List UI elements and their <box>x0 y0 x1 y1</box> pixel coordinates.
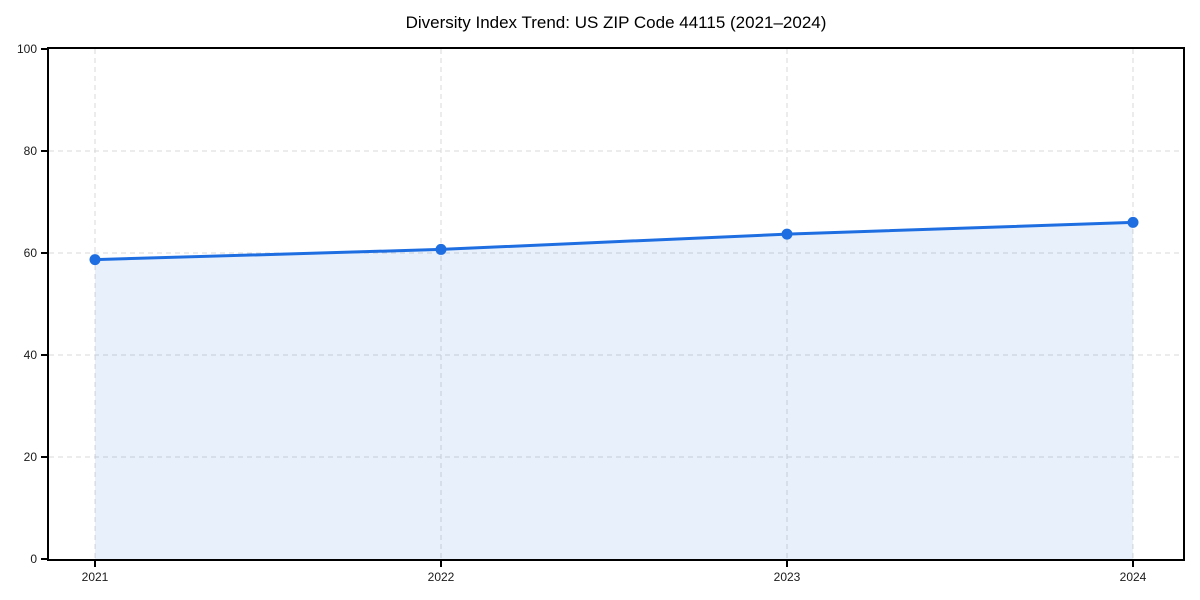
x-tick-label: 2024 <box>1119 570 1147 584</box>
data-point-2021 <box>89 254 101 266</box>
area-fill <box>95 222 1133 559</box>
x-tick-mark <box>94 561 96 567</box>
x-tick-label: 2023 <box>773 570 801 584</box>
x-tick-label: 2022 <box>427 570 455 584</box>
y-tick-label: 20 <box>23 450 37 464</box>
y-tick-mark <box>41 456 47 458</box>
plot-area <box>47 47 1185 561</box>
y-tick-mark <box>41 48 47 50</box>
y-tick-label: 80 <box>23 144 37 158</box>
data-point-2023 <box>781 228 793 240</box>
x-tick-mark <box>440 561 442 567</box>
y-tick-mark <box>41 252 47 254</box>
data-point-2024 <box>1127 216 1139 228</box>
trend-line <box>93 220 1135 262</box>
chart-canvas <box>49 49 1183 559</box>
y-tick-label: 100 <box>16 42 37 56</box>
y-tick-mark <box>41 150 47 152</box>
x-tick-mark <box>786 561 788 567</box>
x-tick-mark <box>1132 561 1134 567</box>
y-tick-label: 60 <box>23 246 37 260</box>
data-point-2022 <box>435 243 447 255</box>
x-tick-label: 2021 <box>81 570 109 584</box>
y-tick-mark <box>41 558 47 560</box>
chart-title: Diversity Index Trend: US ZIP Code 44115… <box>405 13 827 32</box>
y-tick-label: 0 <box>30 552 37 566</box>
y-tick-mark <box>41 354 47 356</box>
y-tick-label: 40 <box>23 348 37 362</box>
